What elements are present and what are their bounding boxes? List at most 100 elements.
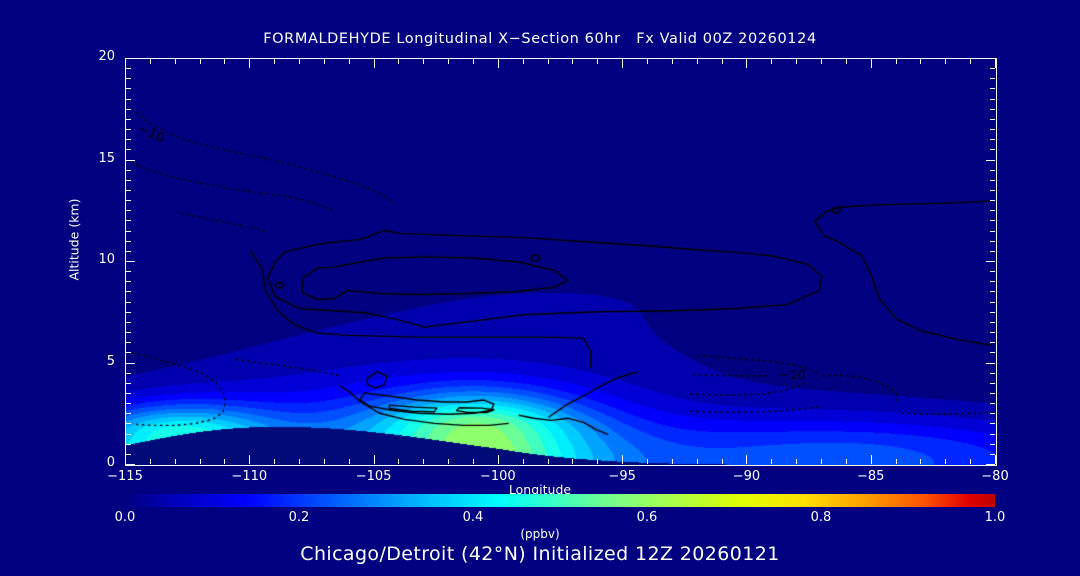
x-minor-tick [846,459,847,464]
y-minor-tick-right [990,434,995,435]
y-minor-tick-right [990,423,995,424]
x-tick-label: −80 [981,469,1009,484]
x-major-tick-top [249,59,250,68]
x-tick-label: −100 [479,469,516,484]
y-minor-tick [126,423,131,424]
x-major-tick [871,455,872,464]
colorbar-gradient [125,494,995,507]
y-minor-tick [126,231,131,232]
x-minor-tick [970,459,971,464]
colorbar-tick-label: 0.2 [288,510,310,525]
y-minor-tick-right [990,332,995,333]
x-major-tick-top [622,59,623,68]
y-minor-tick-right [990,190,995,191]
x-tick-label: −90 [732,469,761,484]
y-major-tick-right [986,160,995,161]
x-minor-tick [398,459,399,464]
x-minor-tick-top [175,59,176,64]
x-minor-tick [572,459,573,464]
y-minor-tick [126,220,131,221]
y-minor-tick [126,109,131,110]
x-minor-tick-top [274,59,275,64]
y-minor-tick [126,99,131,100]
y-minor-tick-right [990,68,995,69]
contour-field-canvas [126,59,996,465]
x-minor-tick [796,459,797,464]
x-minor-tick [523,459,524,464]
x-major-tick [125,455,126,464]
x-minor-tick-top [299,59,300,64]
y-minor-tick [126,190,131,191]
y-minor-tick-right [990,180,995,181]
y-minor-tick-right [990,271,995,272]
x-minor-tick [150,459,151,464]
y-minor-tick-right [990,119,995,120]
y-major-tick [126,363,135,364]
x-major-tick-top [498,59,499,68]
x-major-tick-top [746,59,747,68]
x-minor-tick-top [548,59,549,64]
x-major-tick [622,455,623,464]
y-minor-tick [126,251,131,252]
y-minor-tick-right [990,99,995,100]
y-tick-label: 10 [98,252,115,267]
y-minor-tick [126,281,131,282]
y-minor-tick [126,444,131,445]
x-tick-label: −115 [107,469,143,484]
y-minor-tick [126,373,131,374]
y-major-tick-right [986,464,995,465]
x-minor-tick-top [945,59,946,64]
x-minor-tick-top [970,59,971,64]
y-minor-tick [126,403,131,404]
y-minor-tick-right [990,302,995,303]
y-minor-tick-right [990,200,995,201]
y-minor-tick [126,434,131,435]
x-minor-tick-top [200,59,201,64]
x-major-tick [374,455,375,464]
y-minor-tick [126,291,131,292]
x-minor-tick [473,459,474,464]
y-minor-tick-right [990,251,995,252]
y-minor-tick-right [990,454,995,455]
y-minor-tick-right [990,444,995,445]
y-minor-tick [126,332,131,333]
x-tick-label: −110 [231,469,268,484]
y-minor-tick-right [990,393,995,394]
x-minor-tick [349,459,350,464]
y-minor-tick-right [990,129,995,130]
x-minor-tick-top [697,59,698,64]
x-minor-tick-top [423,59,424,64]
y-minor-tick [126,342,131,343]
x-minor-tick [597,459,598,464]
y-minor-tick-right [990,210,995,211]
y-minor-tick [126,241,131,242]
y-major-tick-right [986,363,995,364]
x-minor-tick-top [896,59,897,64]
figure-caption: Chicago/Detroit (42°N) Initialized 12Z 2… [300,543,780,565]
x-minor-tick [324,459,325,464]
y-minor-tick-right [990,413,995,414]
y-major-tick-right [986,58,995,59]
x-minor-tick-top [722,59,723,64]
x-major-tick-top [871,59,872,68]
x-minor-tick-top [448,59,449,64]
x-minor-tick [896,459,897,464]
x-minor-tick [920,459,921,464]
x-minor-tick-top [647,59,648,64]
plot-area [125,58,997,466]
x-minor-tick [672,459,673,464]
colorbar-tick-label: 1.0 [984,510,1006,525]
y-tick-label: 15 [98,150,115,166]
x-minor-tick [771,459,772,464]
x-minor-tick-top [597,59,598,64]
y-minor-tick-right [990,88,995,89]
x-minor-tick-top [846,59,847,64]
y-minor-tick [126,68,131,69]
x-minor-tick [448,459,449,464]
x-major-tick [249,455,250,464]
y-minor-tick [126,383,131,384]
y-minor-tick-right [990,139,995,140]
y-minor-tick [126,149,131,150]
x-major-tick [746,455,747,464]
